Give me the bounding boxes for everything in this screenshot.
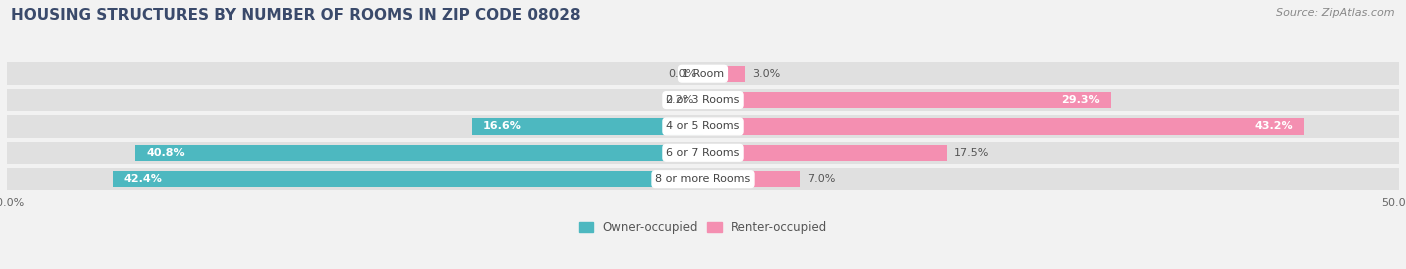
Bar bbox=[7, 89, 1399, 111]
Bar bbox=[112, 171, 703, 187]
Bar bbox=[700, 92, 703, 108]
Bar bbox=[472, 118, 703, 134]
Text: 40.8%: 40.8% bbox=[146, 148, 184, 158]
Text: 17.5%: 17.5% bbox=[953, 148, 988, 158]
Bar bbox=[7, 168, 1399, 190]
Text: 42.4%: 42.4% bbox=[124, 174, 163, 184]
Legend: Owner-occupied, Renter-occupied: Owner-occupied, Renter-occupied bbox=[574, 217, 832, 239]
Text: 0.2%: 0.2% bbox=[665, 95, 693, 105]
Bar bbox=[703, 118, 1305, 134]
Bar bbox=[703, 66, 745, 82]
Text: 7.0%: 7.0% bbox=[807, 174, 835, 184]
Bar bbox=[135, 145, 703, 161]
Bar bbox=[703, 92, 1111, 108]
Text: 43.2%: 43.2% bbox=[1254, 121, 1294, 132]
Text: Source: ZipAtlas.com: Source: ZipAtlas.com bbox=[1277, 8, 1395, 18]
Text: 29.3%: 29.3% bbox=[1062, 95, 1099, 105]
Bar bbox=[7, 62, 1399, 85]
Text: HOUSING STRUCTURES BY NUMBER OF ROOMS IN ZIP CODE 08028: HOUSING STRUCTURES BY NUMBER OF ROOMS IN… bbox=[11, 8, 581, 23]
Text: 1 Room: 1 Room bbox=[682, 69, 724, 79]
Text: 8 or more Rooms: 8 or more Rooms bbox=[655, 174, 751, 184]
Bar bbox=[703, 171, 800, 187]
Text: 2 or 3 Rooms: 2 or 3 Rooms bbox=[666, 95, 740, 105]
Text: 3.0%: 3.0% bbox=[752, 69, 780, 79]
Text: 4 or 5 Rooms: 4 or 5 Rooms bbox=[666, 121, 740, 132]
Text: 0.0%: 0.0% bbox=[668, 69, 696, 79]
Bar bbox=[703, 145, 946, 161]
Text: 16.6%: 16.6% bbox=[484, 121, 522, 132]
Bar bbox=[7, 141, 1399, 164]
Bar bbox=[7, 115, 1399, 138]
Text: 6 or 7 Rooms: 6 or 7 Rooms bbox=[666, 148, 740, 158]
